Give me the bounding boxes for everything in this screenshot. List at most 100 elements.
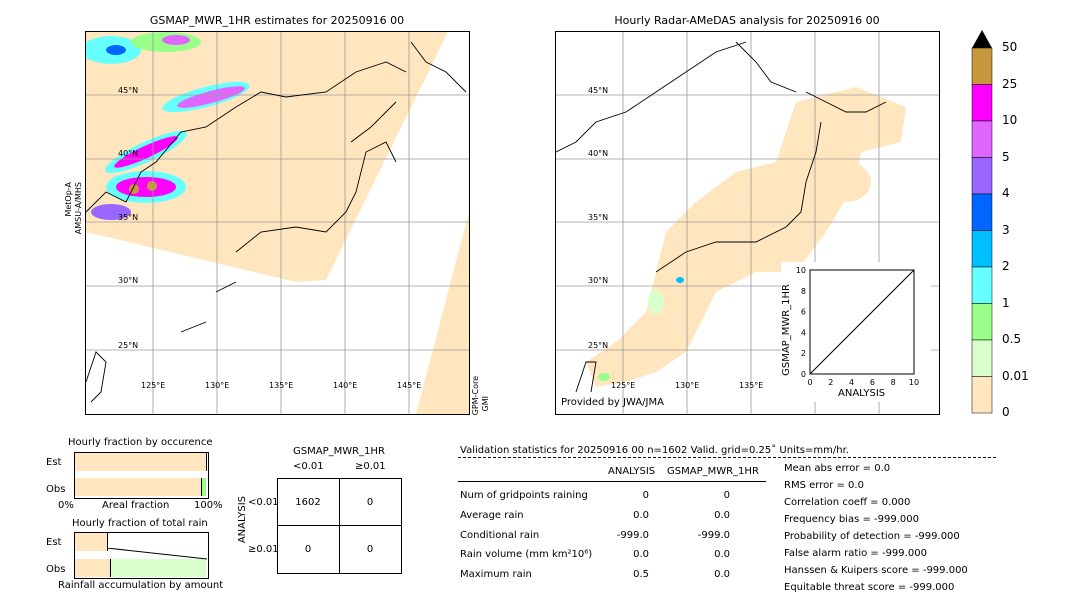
colorbar-segment <box>971 193 993 231</box>
left-satellite-label-1: MetOp-A <box>64 182 73 217</box>
stat-gsmap-2: -999.0 <box>697 530 730 541</box>
right-satellite-label-1: GPM-Core <box>471 376 480 416</box>
left-lat-25: 25°N <box>118 341 139 350</box>
colorbar-label: 0.5 <box>1002 332 1022 346</box>
right-lat-45: 45°N <box>588 86 609 95</box>
colorbar-segment <box>971 376 993 414</box>
fraction-tot-title: Hourly fraction of total rain <box>72 518 208 529</box>
stat-label-2: Conditional rain <box>460 530 540 541</box>
colorbar-label: 1 <box>1002 295 1010 310</box>
validation-col-analysis: ANALYSIS <box>608 466 656 477</box>
left-lat-40: 40°N <box>118 149 139 158</box>
scatter-ytick-label: 2 <box>801 349 806 358</box>
score-ets: Equitable threat score = -999.000 <box>784 582 955 593</box>
colorbar-label: 0.01 <box>1002 368 1029 383</box>
stat-analysis-3: 0.0 <box>633 549 649 560</box>
tot-obs-bar-b <box>111 559 206 577</box>
stat-gsmap-3: 0.0 <box>714 549 730 560</box>
fraction-occ-title: Hourly fraction by occurence <box>68 437 213 448</box>
contingency-cell-22: 0 <box>366 544 374 555</box>
colorbar-segment <box>971 120 993 158</box>
left-lon-130: 130°E <box>205 381 230 390</box>
validation-header: Validation statistics for 20250916 00 n=… <box>460 445 849 456</box>
colorbar-segment <box>971 47 993 85</box>
right-satellite-label-2: GMI <box>481 396 490 412</box>
stat-gsmap-1: 0.0 <box>714 510 730 521</box>
right-lat-40: 40°N <box>588 149 609 158</box>
right-coastlines <box>556 41 887 393</box>
right-lon-125: 125°E <box>611 381 636 390</box>
occ-frame <box>74 452 209 499</box>
validation-divider <box>458 457 996 458</box>
score-hk: Hanssen & Kuipers score = -999.000 <box>784 565 968 576</box>
left-swath-a <box>86 32 448 282</box>
colorbar-label: 50 <box>1002 40 1018 54</box>
occ-est-bar <box>75 453 207 471</box>
left-map-title: GSMAP_MWR_1HR estimates for 20250916 00 <box>149 14 405 27</box>
occ-x100: 100% <box>194 500 223 511</box>
colorbar-label: 4 <box>1002 186 1010 200</box>
colorbar-segments <box>971 47 993 414</box>
validation-col-rule <box>458 481 766 482</box>
left-satellite-label-2: AMSU-A/MHS <box>74 182 83 235</box>
occ-obs-label: Obs <box>46 484 66 495</box>
left-lon-125: 125°E <box>141 381 166 390</box>
data-credit: Provided by JWA/JMA <box>561 397 664 408</box>
scatter-xtick-label: 2 <box>828 378 833 387</box>
tot-est-label: Est <box>46 537 62 548</box>
contingency-cell-21: 0 <box>304 544 312 555</box>
right-lat-25: 25°N <box>588 341 609 350</box>
contingency-title: GSMAP_MWR_1HR <box>293 446 385 457</box>
scatter-xtick-label: 10 <box>909 378 919 387</box>
score-corr: Correlation coeff = 0.000 <box>784 497 911 508</box>
colorbar-label: 10 <box>1002 113 1018 127</box>
occ-est-label: Est <box>46 457 62 468</box>
colorbar-label: 2 <box>1002 259 1010 273</box>
scatter-ytick-label: 8 <box>801 287 806 296</box>
stat-analysis-2: -999.0 <box>616 530 649 541</box>
scatter-xticks: 0 2 4 6 8 10 <box>807 378 919 387</box>
left-lon-145: 145°E <box>397 381 422 390</box>
right-map-title: Hourly Radar-AMeDAS analysis for 2025091… <box>614 14 880 27</box>
score-rmse: RMS error = 0.0 <box>784 480 864 491</box>
stat-analysis-0: 0 <box>642 490 649 501</box>
contingency-row-axis: ANALYSIS <box>237 496 248 544</box>
left-lat-30: 30°N <box>118 276 139 285</box>
colorbar-label: 0 <box>1002 405 1010 419</box>
scatter-xtick-label: 8 <box>891 378 896 387</box>
tot-obs-label: Obs <box>46 564 66 575</box>
tot-bottom-label: Rainfall accumulation by amount <box>58 580 224 591</box>
right-lat-35: 35°N <box>588 213 609 222</box>
contingency-col1: <0.01 <box>293 461 324 472</box>
tot-connector <box>107 548 207 560</box>
scatter-ytick-label: 4 <box>801 328 806 337</box>
stat-label-3: Rain volume (mm km²10⁶) <box>460 549 593 560</box>
score-mae: Mean abs error = 0.0 <box>784 463 891 474</box>
left-rain-patches <box>86 32 250 220</box>
stat-label-1: Average rain <box>460 510 524 521</box>
left-lat-45: 45°N <box>118 86 139 95</box>
score-pod: Probability of detection = -999.000 <box>784 531 960 542</box>
scatter-inset: 0 2 4 6 8 10 0 2 4 6 8 10 <box>796 266 919 387</box>
contingency-cell-12: 0 <box>366 497 374 508</box>
colorbar-segment <box>971 303 993 341</box>
left-coastlines <box>86 41 467 403</box>
right-rain-patches <box>598 277 684 381</box>
score-freq-bias: Frequency bias = -999.000 <box>784 514 919 525</box>
colorbar-segment <box>971 266 993 304</box>
stat-analysis-4: 0.5 <box>633 569 649 580</box>
scatter-xlabel: ANALYSIS <box>838 388 886 399</box>
colorbar-label: 3 <box>1002 222 1010 237</box>
stat-label-0: Num of gridpoints raining <box>460 490 588 501</box>
stat-label-4: Maximum rain <box>460 569 532 580</box>
colorbar-segment <box>971 339 993 377</box>
left-map <box>85 31 470 415</box>
scatter-xtick-label: 4 <box>849 378 854 387</box>
scatter-ylabel: GSMAP_MWR_1HR <box>781 284 792 376</box>
colorbar <box>971 30 993 414</box>
colorbar-label: 25 <box>1002 76 1018 91</box>
score-far: False alarm ratio = -999.000 <box>784 548 927 559</box>
stat-gsmap-4: 0.0 <box>714 569 730 580</box>
left-swath-b <box>416 212 469 414</box>
contingency-col2: ≥0.01 <box>355 461 386 472</box>
